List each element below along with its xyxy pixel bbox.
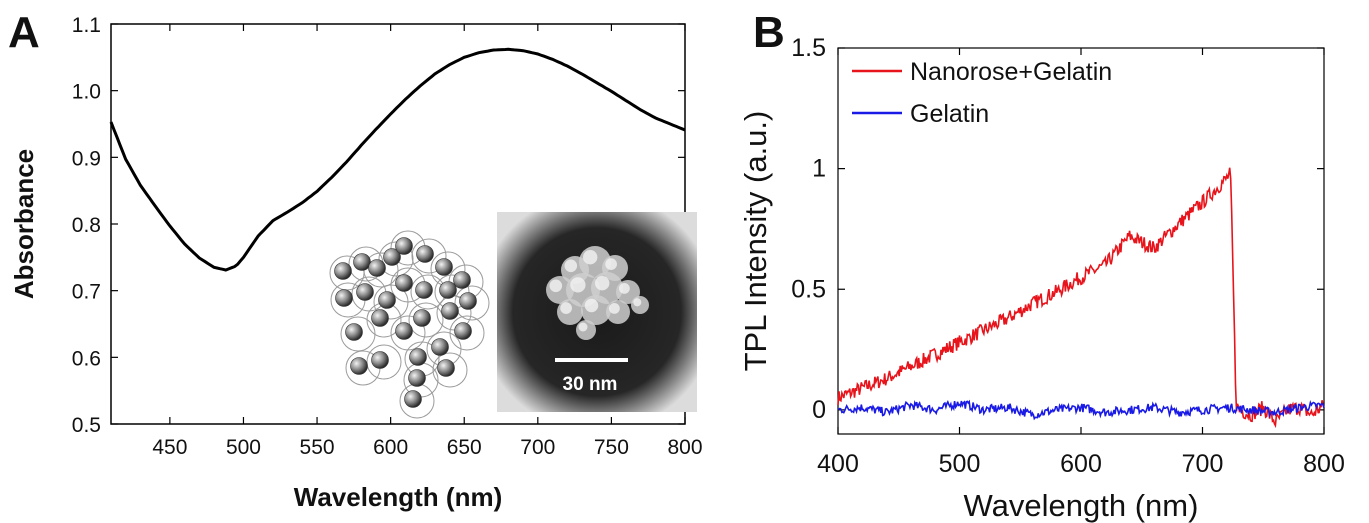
micrograph-highlight xyxy=(619,283,630,294)
nanoparticle xyxy=(368,259,386,277)
y-tick-label: 0.5 xyxy=(72,414,101,437)
nanoparticle xyxy=(395,274,413,292)
y-tick-label: 1.5 xyxy=(791,34,826,62)
nanoparticle xyxy=(335,289,353,307)
axes-a: 450 500 550 600 650 700 750 800 0.5 0.6 0.7 0.8 0.9 1… xyxy=(9,14,703,512)
particle-shell xyxy=(408,302,444,338)
nanoparticle xyxy=(441,302,459,320)
nanoparticle xyxy=(334,262,352,280)
y-axis-label: TPL Intensity (a.u.) xyxy=(738,111,773,372)
x-tick-label: 550 xyxy=(300,436,335,459)
micrograph-highlight xyxy=(578,322,588,332)
x-tick-label: 800 xyxy=(1303,450,1345,478)
nanoparticle xyxy=(435,258,453,276)
nanoparticle xyxy=(378,291,396,309)
y-tick-label: 1 xyxy=(812,155,826,183)
x-tick-label: 650 xyxy=(447,436,482,459)
x-tick-label: 750 xyxy=(594,436,629,459)
nanoparticle xyxy=(415,281,433,299)
inset-micrograph: 30 nm xyxy=(497,212,697,412)
series-line-nanorose-gelatin xyxy=(837,167,1325,429)
x-axis-label: Wavelength (nm) xyxy=(964,488,1199,523)
y-tick-label: 0.7 xyxy=(72,281,101,304)
x-axis-label: Wavelength (nm) xyxy=(294,482,502,512)
nanoparticle xyxy=(439,281,457,299)
panel-a: A 450 500 550 600 650 700 750 800 0.5 0.6 0.7 0.8 0.… xyxy=(8,8,703,512)
y-tick-label: 0.9 xyxy=(72,147,101,170)
series-line-gelatin xyxy=(837,399,1325,421)
micrograph-highlight xyxy=(583,250,598,265)
nanoparticle xyxy=(404,390,422,408)
nanoparticle xyxy=(454,322,472,340)
nanoparticle xyxy=(409,348,427,366)
y-tick-label: 0 xyxy=(812,396,826,424)
y-axis-label: Absorbance xyxy=(9,149,39,299)
y-tick-label: 1.0 xyxy=(72,81,101,104)
nanoparticle xyxy=(371,351,389,369)
nanoparticle xyxy=(416,245,434,263)
micrograph-highlight xyxy=(560,302,572,314)
y-tick-label: 0.6 xyxy=(72,347,101,370)
x-tick-label: 700 xyxy=(520,436,555,459)
nanorose-particle xyxy=(546,246,649,340)
x-tick-label: 800 xyxy=(667,436,702,459)
axes-b: 400 500 600 700 800 0 0.5 1 1.5 Wavelength (nm) TP… xyxy=(738,34,1345,523)
particle-shell xyxy=(454,285,490,321)
x-tick-label: 500 xyxy=(939,450,981,478)
inset-schematic xyxy=(329,230,490,419)
micrograph-highlight xyxy=(633,298,642,307)
legend-label: Gelatin xyxy=(910,100,989,128)
y-tick-label: 0.5 xyxy=(791,275,826,303)
micrograph-highlight xyxy=(605,258,617,270)
x-tick-label: 400 xyxy=(817,450,859,478)
legend: Nanorose+Gelatin Gelatin xyxy=(852,58,1112,128)
x-tick-label: 600 xyxy=(373,436,408,459)
nanoparticle xyxy=(345,323,363,341)
particle-shell xyxy=(366,344,402,380)
x-tick-label: 500 xyxy=(226,436,261,459)
micrograph-highlight xyxy=(570,277,586,293)
micrograph-highlight xyxy=(595,276,610,291)
nanoparticle xyxy=(413,309,431,327)
nanoparticle xyxy=(383,248,401,266)
panel-b: B 400 500 600 700 800 0 0.5 1 1.5 Wavelength (nm)… xyxy=(738,8,1345,523)
nanoparticle xyxy=(437,359,455,377)
nanoparticle xyxy=(371,309,389,327)
scale-bar-label: 30 nm xyxy=(563,374,618,395)
y-tick-label: 1.1 xyxy=(72,14,101,37)
micrograph-highlight xyxy=(609,303,620,314)
nanoparticle xyxy=(453,271,471,289)
x-tick-label: 700 xyxy=(1182,450,1224,478)
particle-shell xyxy=(378,241,414,277)
nanoparticle xyxy=(395,237,413,255)
micrograph-highlight xyxy=(549,279,563,293)
nanoparticle xyxy=(353,253,371,271)
micrograph-highlight xyxy=(584,298,599,313)
absorbance-series-line xyxy=(109,47,686,272)
y-tick-label: 0.8 xyxy=(72,214,101,237)
panel-letter-b: B xyxy=(753,8,785,57)
legend-label: Nanorose+Gelatin xyxy=(910,58,1112,86)
panel-letter-a: A xyxy=(8,8,40,57)
nanoparticle xyxy=(459,292,477,310)
x-tick-label: 600 xyxy=(1060,450,1102,478)
micrograph-highlight xyxy=(564,259,578,273)
nanoparticle xyxy=(408,369,426,387)
nanoparticle xyxy=(350,357,368,375)
nanoparticle xyxy=(395,322,413,340)
nanoparticle xyxy=(356,283,374,301)
particle-shell xyxy=(432,352,468,388)
x-tick-label: 450 xyxy=(152,436,187,459)
nanoparticle xyxy=(431,338,449,356)
particle-shell xyxy=(411,238,447,274)
